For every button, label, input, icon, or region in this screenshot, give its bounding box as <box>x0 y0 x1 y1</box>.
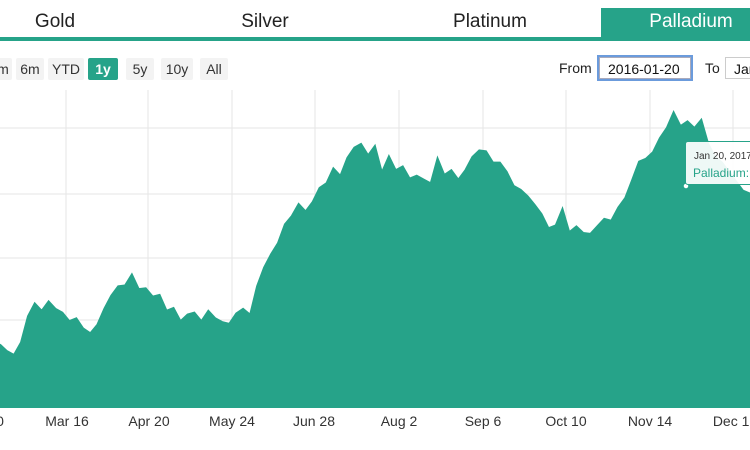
x-tick-label: Sep 6 <box>465 413 502 429</box>
price-chart: 0 Mar 16 Apr 20 May 24 Jun 28 Aug 2 Sep 6 Oct 1… <box>0 90 750 429</box>
x-tick-label: Jun 28 <box>293 413 335 429</box>
x-tick-label: Apr 20 <box>128 413 169 429</box>
tab-silver[interactable]: Silver <box>241 11 289 32</box>
range-button-m[interactable]: m <box>0 58 12 80</box>
chart-tooltip: Jan 20, 2017 Palladium: <box>685 141 750 185</box>
x-axis-labels: 0 Mar 16 Apr 20 May 24 Jun 28 Aug 2 Sep 6 Oct 1… <box>0 413 750 429</box>
tooltip-series-label: Palladium: <box>693 166 750 180</box>
tab-palladium[interactable]: Palladium <box>601 8 750 38</box>
tabs-underline <box>0 37 750 41</box>
tab-platinum[interactable]: Platinum <box>453 11 527 32</box>
x-tick-label: Oct 10 <box>545 413 586 429</box>
to-date-input[interactable]: Jan <box>725 57 750 79</box>
x-tick-label: Nov 14 <box>628 413 673 429</box>
x-tick-label: Aug 2 <box>381 413 418 429</box>
range-selector: m 6m YTD 1y 5y 10y All From 2016-01-20 T… <box>0 55 750 85</box>
x-tick-label: Mar 16 <box>45 413 89 429</box>
palladium-area <box>0 111 750 409</box>
tooltip-date: Jan 20, 2017 <box>694 151 750 162</box>
x-tick-label: 0 <box>0 413 4 429</box>
range-button-5y[interactable]: 5y <box>126 58 154 80</box>
x-tick-label: May 24 <box>209 413 255 429</box>
palladium-line <box>0 110 750 356</box>
range-button-all[interactable]: All <box>200 58 228 80</box>
tab-gold[interactable]: Gold <box>34 11 76 32</box>
range-button-10y[interactable]: 10y <box>161 58 193 80</box>
from-date-input[interactable]: 2016-01-20 <box>599 57 691 79</box>
to-label: To <box>705 60 720 76</box>
metal-tabs: Gold Silver Platinum Palladium <box>0 0 750 41</box>
range-button-1y[interactable]: 1y <box>88 58 118 80</box>
range-button-6m[interactable]: 6m <box>16 58 44 80</box>
range-button-ytd[interactable]: YTD <box>48 58 84 80</box>
x-tick-label: Dec 18 <box>713 413 750 429</box>
from-label: From <box>559 60 592 76</box>
